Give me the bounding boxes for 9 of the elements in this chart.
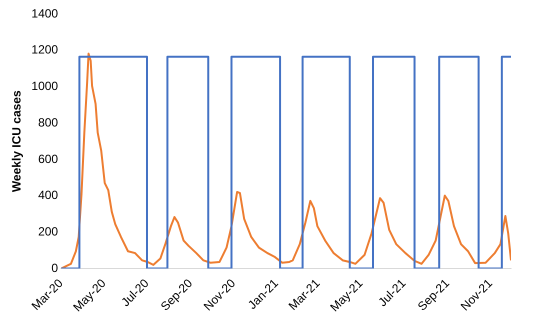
y-tick-label: 0 bbox=[51, 260, 58, 275]
y-tick-label: 600 bbox=[38, 152, 58, 166]
y-tick-label: 800 bbox=[38, 115, 58, 130]
y-tick-label: 400 bbox=[38, 188, 58, 202]
y-tick-label: 1200 bbox=[31, 42, 58, 57]
y-tick-label: 1000 bbox=[31, 79, 58, 94]
y-tick-label: 200 bbox=[38, 224, 58, 238]
y-tick-label: 1400 bbox=[31, 6, 58, 20]
y-axis-title: Weekly ICU cases bbox=[10, 90, 24, 192]
